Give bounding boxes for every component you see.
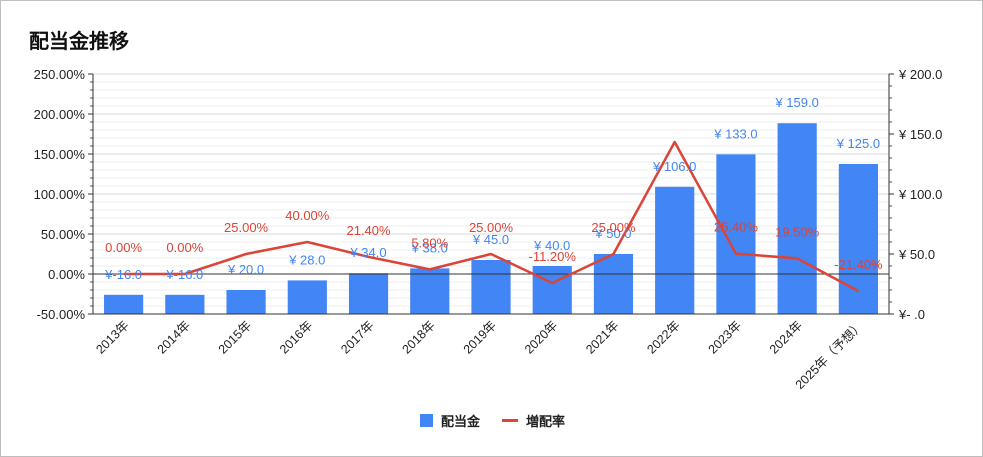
right-axis-label: ¥ 150.0 <box>898 127 942 142</box>
line-data-label: 0.00% <box>166 240 203 255</box>
left-axis-label: 150.00% <box>34 147 86 162</box>
bar <box>777 123 817 314</box>
right-axis-label: ¥- .0 <box>898 307 925 322</box>
x-axis-label: 2013年 <box>93 318 131 356</box>
legend-label-bar: 配当金 <box>440 415 480 430</box>
line-data-label: -11.20% <box>528 249 576 264</box>
bar <box>838 164 878 314</box>
bar <box>348 273 389 314</box>
x-axis-label: 2022年 <box>644 318 682 356</box>
x-axis-label: 2020年 <box>522 318 560 356</box>
bar <box>104 294 144 314</box>
line-data-label: -21.40% <box>834 257 883 272</box>
legend-bar-swatch <box>419 414 433 427</box>
series-line <box>123 140 859 293</box>
x-axis-label: 2024年 <box>767 318 805 356</box>
legend-item-bar[interactable]: 配当金 <box>419 411 480 430</box>
left-axis-label: 200.00% <box>34 107 86 122</box>
bar <box>165 294 205 314</box>
bar-data-label: ¥ 133.0 <box>713 126 757 141</box>
legend-item-line[interactable]: 増配率 <box>502 411 565 430</box>
bar <box>226 290 266 314</box>
x-axis-label: 2014年 <box>155 318 193 356</box>
left-axis-label: 50.00% <box>41 227 86 242</box>
chart-legend: 配当金 増配率 <box>1 411 983 430</box>
bar-data-label: ¥ 45.0 <box>472 232 509 247</box>
x-axis-label: 2015年 <box>216 318 254 356</box>
line-data-label: 21.40% <box>346 223 391 238</box>
line-data-label: 25.00% <box>591 220 636 235</box>
bar-data-label: ¥ 28.0 <box>288 252 325 267</box>
x-axis-label: 2021年 <box>583 318 621 356</box>
bar <box>655 186 695 314</box>
bar-data-label: ¥ 159.0 <box>774 95 818 110</box>
line-data-label: 5.80% <box>411 235 448 250</box>
line-data-label: 25.40% <box>714 220 759 235</box>
line-data-label: 0.00% <box>105 240 142 255</box>
bar-data-label: ¥ 20.0 <box>227 262 264 277</box>
legend-line-swatch <box>502 419 518 422</box>
bar-data-label: ¥ 40.0 <box>533 238 570 253</box>
left-axis-label: -50.00% <box>37 307 86 322</box>
line-data-label: 40.00% <box>285 208 330 223</box>
bar-data-label: ¥ 50.0 <box>594 226 631 241</box>
chart-title: 配当金推移 <box>29 29 129 53</box>
line-data-label: 19.50% <box>775 224 820 239</box>
right-axis-label: ¥ 50.0 <box>898 247 935 262</box>
x-axis-label: 2016年 <box>277 318 315 356</box>
bar <box>287 280 327 314</box>
x-axis-label: 2023年 <box>706 318 744 356</box>
right-axis-label: ¥ 100.0 <box>898 187 942 202</box>
bar <box>593 254 634 314</box>
bar-data-label: ¥ 34.0 <box>349 245 386 260</box>
bar <box>532 266 572 314</box>
bar <box>716 154 756 314</box>
bar <box>410 268 450 314</box>
left-axis-label: 0.00% <box>48 267 85 282</box>
bar-data-label: ¥-16.0 <box>165 267 203 282</box>
legend-label-line: 増配率 <box>526 415 566 430</box>
left-axis-label: 250.00% <box>34 67 86 82</box>
x-axis-label: 2018年 <box>399 318 437 356</box>
x-axis-label: 2017年 <box>338 318 376 356</box>
line-data-label: 25.00% <box>224 220 269 235</box>
left-axis-label: 100.00% <box>34 187 86 202</box>
bar-data-label: ¥ 125.0 <box>836 136 880 151</box>
bar <box>471 260 511 314</box>
bar-data-label: ¥-16.0 <box>104 267 142 282</box>
bar-data-label: ¥ 38.0 <box>411 240 448 255</box>
line-data-label: 25.00% <box>469 220 514 235</box>
x-axis-label: 2019年 <box>461 318 499 356</box>
right-axis-label: ¥ 200.0 <box>898 67 942 82</box>
bar-data-label: ¥ 106.0 <box>652 159 696 174</box>
